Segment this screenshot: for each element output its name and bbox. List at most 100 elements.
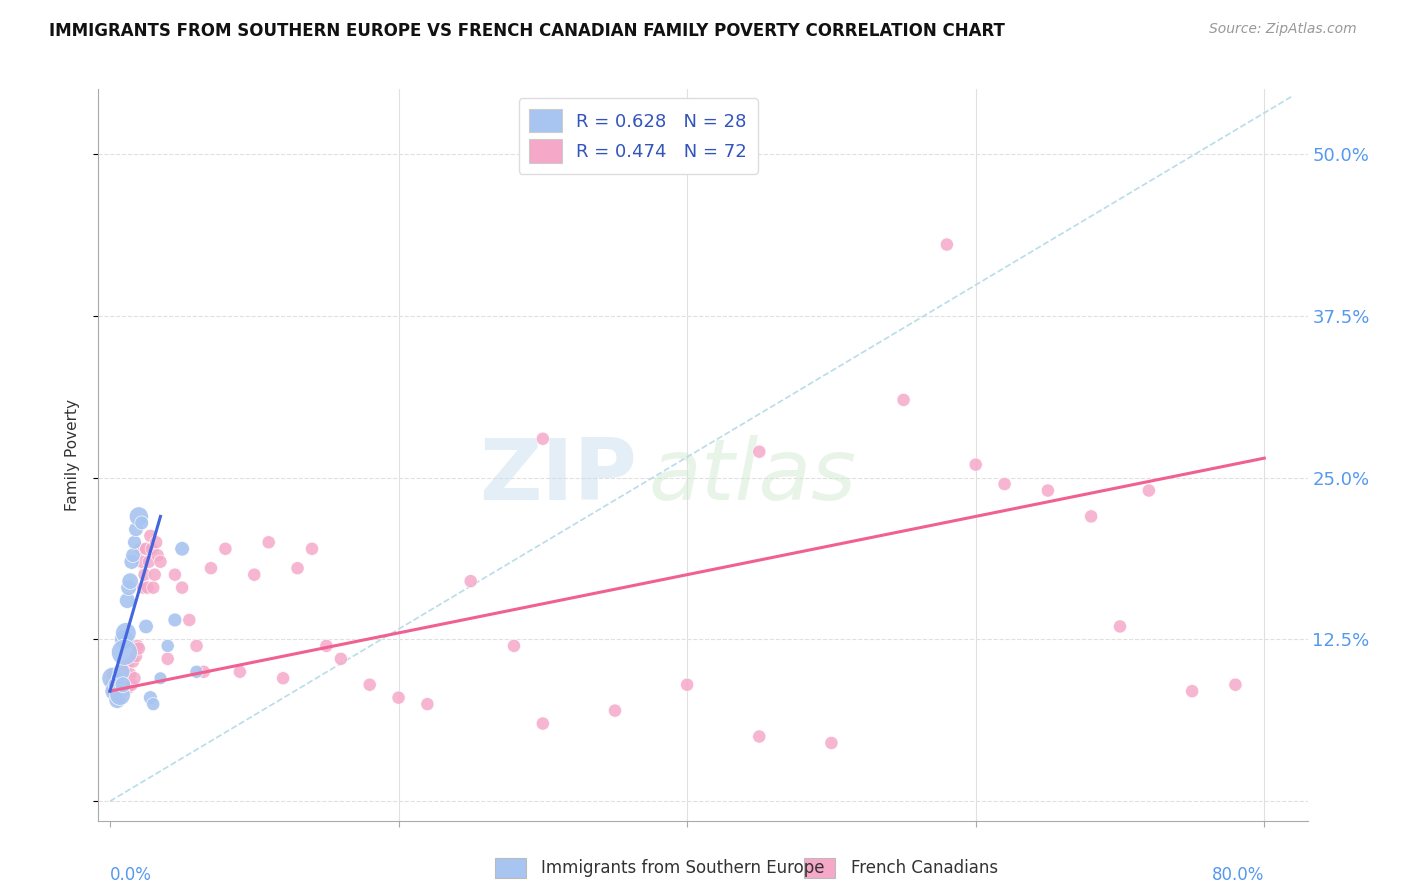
Text: Source: ZipAtlas.com: Source: ZipAtlas.com bbox=[1209, 22, 1357, 37]
Point bbox=[117, 593, 139, 607]
Point bbox=[676, 678, 699, 692]
Point bbox=[156, 652, 179, 666]
Y-axis label: Family Poverty: Family Poverty bbox=[65, 399, 80, 511]
Point bbox=[114, 675, 136, 690]
Point bbox=[1036, 483, 1059, 498]
Point bbox=[118, 681, 141, 695]
Text: IMMIGRANTS FROM SOUTHERN EUROPE VS FRENCH CANADIAN FAMILY POVERTY CORRELATION CH: IMMIGRANTS FROM SOUTHERN EUROPE VS FRENC… bbox=[49, 22, 1005, 40]
Point bbox=[965, 458, 987, 472]
Point bbox=[138, 555, 160, 569]
Point bbox=[103, 684, 125, 698]
Point bbox=[111, 678, 134, 692]
Point bbox=[105, 681, 128, 695]
Point bbox=[145, 535, 167, 549]
Point bbox=[163, 613, 186, 627]
Point bbox=[748, 730, 770, 744]
Point bbox=[186, 665, 208, 679]
Point bbox=[111, 684, 134, 698]
Point bbox=[114, 626, 136, 640]
Point bbox=[416, 697, 439, 711]
Point bbox=[200, 561, 222, 575]
Point bbox=[820, 736, 842, 750]
Point bbox=[112, 665, 135, 679]
Point bbox=[142, 697, 165, 711]
Point bbox=[112, 632, 135, 647]
Point bbox=[503, 639, 526, 653]
Point bbox=[132, 581, 155, 595]
Text: 0.0%: 0.0% bbox=[110, 866, 152, 884]
Point bbox=[993, 477, 1015, 491]
Point bbox=[131, 555, 153, 569]
Point bbox=[1137, 483, 1160, 498]
Point bbox=[531, 716, 554, 731]
Point bbox=[124, 535, 146, 549]
Point bbox=[135, 541, 157, 556]
Point bbox=[893, 392, 915, 407]
Point bbox=[603, 704, 626, 718]
Point bbox=[359, 678, 381, 692]
Point bbox=[108, 690, 131, 705]
Point bbox=[214, 541, 236, 556]
Point bbox=[122, 548, 145, 562]
Text: atlas: atlas bbox=[648, 435, 856, 518]
Point bbox=[118, 581, 141, 595]
Point bbox=[149, 555, 172, 569]
Point bbox=[257, 535, 280, 549]
Point bbox=[127, 639, 149, 653]
Point bbox=[103, 684, 125, 698]
Point bbox=[125, 649, 148, 664]
Point bbox=[143, 567, 166, 582]
Point bbox=[229, 665, 252, 679]
Point bbox=[128, 641, 150, 656]
Point bbox=[193, 665, 215, 679]
Point bbox=[135, 619, 157, 633]
Point bbox=[124, 671, 146, 685]
Point bbox=[108, 688, 131, 702]
Point bbox=[149, 671, 172, 685]
Text: 80.0%: 80.0% bbox=[1212, 866, 1264, 884]
Point bbox=[110, 665, 132, 679]
Point bbox=[120, 667, 142, 681]
Point bbox=[141, 541, 163, 556]
Point bbox=[146, 548, 169, 562]
Point bbox=[172, 541, 194, 556]
Point bbox=[120, 574, 142, 589]
Point bbox=[1181, 684, 1204, 698]
Point bbox=[107, 671, 129, 685]
Point bbox=[134, 567, 156, 582]
Point bbox=[101, 671, 124, 685]
Point bbox=[460, 574, 482, 589]
Point bbox=[531, 432, 554, 446]
Point bbox=[935, 237, 957, 252]
Point bbox=[100, 678, 122, 692]
Point bbox=[129, 541, 152, 556]
Point bbox=[142, 581, 165, 595]
Point bbox=[101, 667, 124, 681]
Point bbox=[301, 541, 323, 556]
Point bbox=[105, 693, 128, 707]
Point bbox=[107, 665, 129, 679]
Point bbox=[125, 522, 148, 536]
Point bbox=[163, 567, 186, 582]
Point bbox=[179, 613, 201, 627]
Point bbox=[1080, 509, 1102, 524]
Point bbox=[112, 645, 135, 659]
Point bbox=[136, 581, 159, 595]
Point bbox=[121, 678, 143, 692]
Point bbox=[156, 639, 179, 653]
Point bbox=[315, 639, 337, 653]
Point bbox=[139, 529, 162, 543]
Point bbox=[122, 654, 145, 668]
Point bbox=[117, 658, 139, 673]
Point bbox=[172, 581, 194, 595]
Point bbox=[104, 671, 127, 685]
Point bbox=[329, 652, 352, 666]
Point bbox=[121, 555, 143, 569]
Point bbox=[186, 639, 208, 653]
Point bbox=[1109, 619, 1132, 633]
Point bbox=[243, 567, 266, 582]
Point bbox=[748, 444, 770, 458]
Text: ZIP: ZIP bbox=[479, 435, 637, 518]
Point bbox=[271, 671, 294, 685]
Point bbox=[1225, 678, 1247, 692]
